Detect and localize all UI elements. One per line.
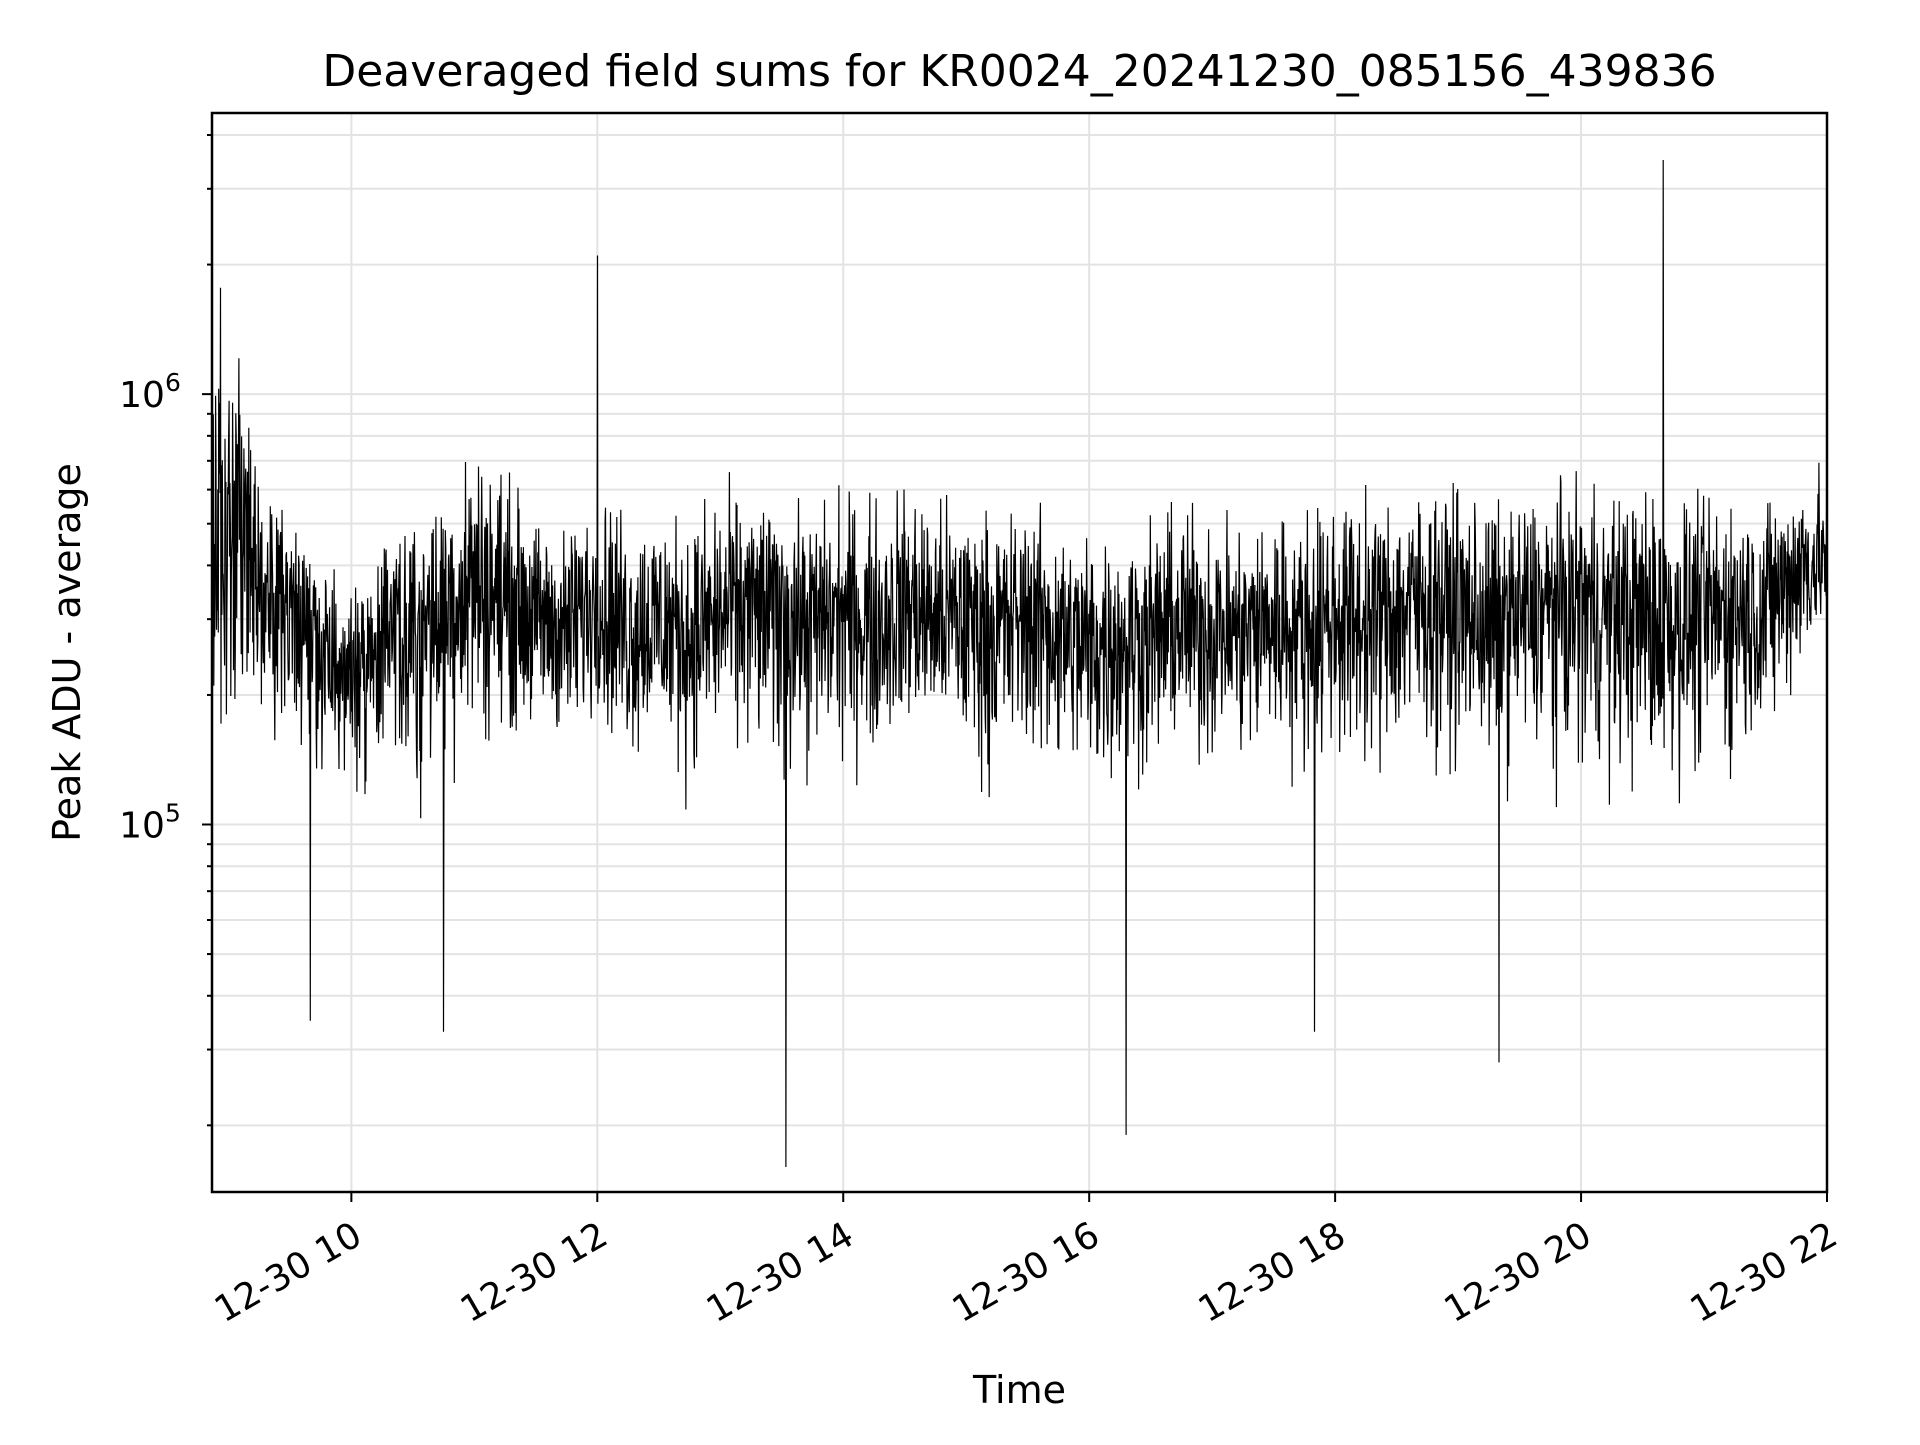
y-tick-label: 106 xyxy=(119,368,181,416)
plot-area xyxy=(211,159,1828,1168)
chart-title: Deaveraged field sums for KR0024_2024123… xyxy=(322,46,1716,97)
y-tick-base: 10 xyxy=(119,375,165,416)
data-series-line xyxy=(211,159,1828,1168)
y-axis-label: Peak ADU - average xyxy=(45,463,89,842)
x-axis-label: Time xyxy=(972,1368,1066,1412)
y-tick-label: 105 xyxy=(119,799,181,847)
y-tick-exponent: 6 xyxy=(165,368,181,397)
y-tick-exponent: 5 xyxy=(165,799,181,828)
y-tick-base: 10 xyxy=(119,806,165,847)
plot-frame xyxy=(210,111,1829,1194)
